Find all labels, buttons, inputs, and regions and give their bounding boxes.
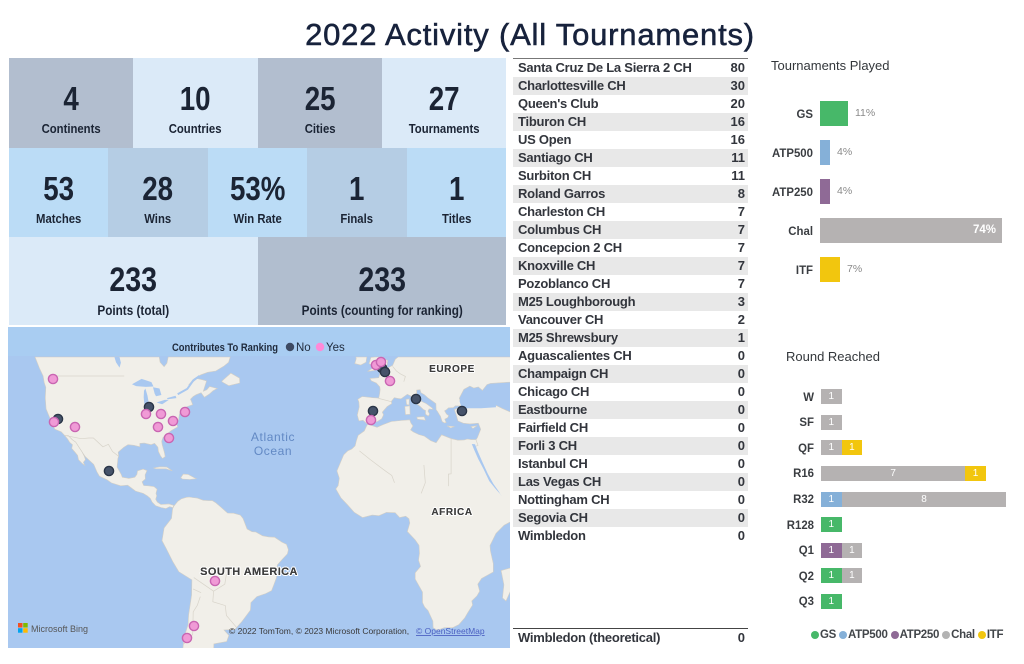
svg-text:EUROPE: EUROPE	[429, 364, 475, 375]
svg-text:Contributes To Ranking: Contributes To Ranking	[172, 342, 278, 354]
svg-text:No: No	[296, 342, 311, 354]
svg-text:© 2022 TomTom, © 2023 Microsof: © 2022 TomTom, © 2023 Microsoft Corporat…	[229, 626, 409, 636]
svg-text:© OpenStreetMap: © OpenStreetMap	[416, 626, 485, 636]
svg-text:Ocean: Ocean	[254, 444, 292, 458]
svg-text:EUROPE: EUROPE	[429, 364, 475, 375]
svg-text:SOUTH AMERICA: SOUTH AMERICA	[200, 566, 298, 578]
svg-text:AFRICA: AFRICA	[431, 507, 472, 518]
svg-text:AFRICA: AFRICA	[431, 507, 472, 518]
svg-text:Microsoft Bing: Microsoft Bing	[31, 624, 88, 634]
svg-text:Atlantic: Atlantic	[251, 430, 295, 444]
svg-text:Yes: Yes	[326, 342, 345, 354]
svg-text:SOUTH AMERICA: SOUTH AMERICA	[200, 566, 298, 578]
